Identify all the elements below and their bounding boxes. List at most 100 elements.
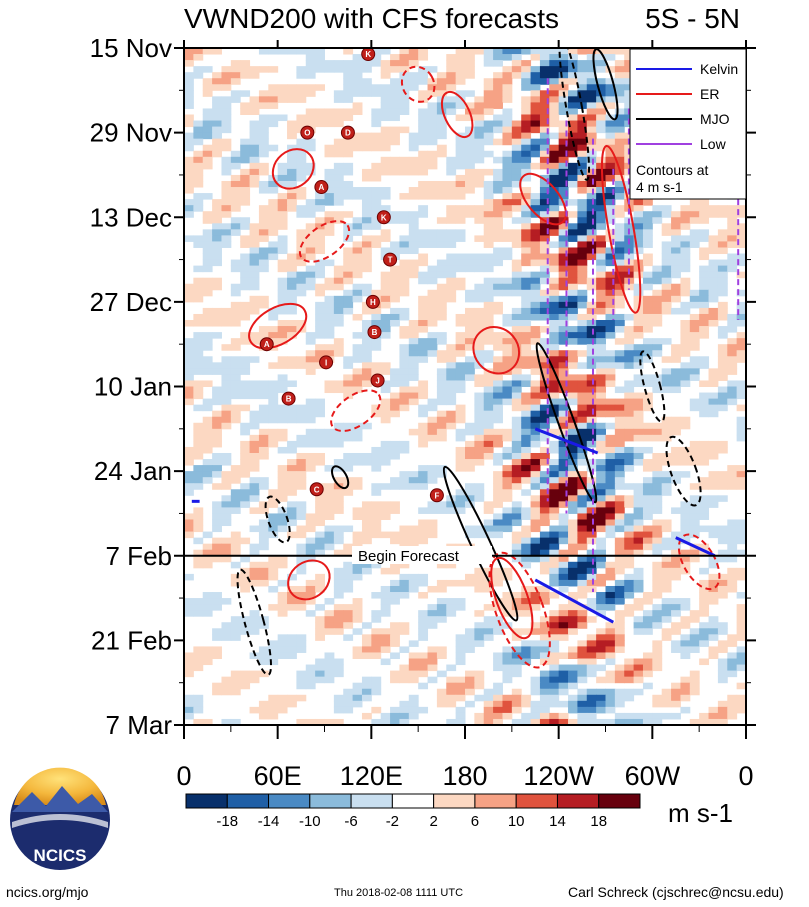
shading-cell xyxy=(568,422,578,430)
shading-cell xyxy=(680,452,691,460)
logo-sun xyxy=(14,767,106,805)
shading-cell xyxy=(586,513,597,520)
shading-cell xyxy=(671,356,681,363)
shading-cell xyxy=(343,247,354,255)
shading-cell xyxy=(465,150,475,158)
shading-cell xyxy=(614,138,625,146)
shading-cell xyxy=(586,187,597,194)
shading-cell xyxy=(436,350,447,357)
shading-cell xyxy=(390,380,400,387)
shading-cell xyxy=(277,640,288,647)
shading-cell xyxy=(418,307,429,315)
shading-cell xyxy=(558,404,569,412)
shading-cell xyxy=(465,54,475,61)
shading-cell xyxy=(212,440,222,448)
tc-marker xyxy=(370,373,385,388)
shading-cell xyxy=(549,66,560,73)
shading-cell xyxy=(642,380,653,387)
shading-cell xyxy=(577,78,588,85)
shading-cell xyxy=(671,694,681,702)
x-tick-label: 120E xyxy=(340,761,403,791)
shading-cell xyxy=(493,247,503,255)
shading-cell xyxy=(371,223,382,230)
shading-cell xyxy=(652,501,663,508)
shading-cell xyxy=(642,374,653,381)
shading-cell xyxy=(221,108,232,115)
shading-cell xyxy=(558,235,569,242)
shading-cell xyxy=(343,114,354,122)
shading-cell xyxy=(399,90,410,97)
shading-cell xyxy=(586,537,597,545)
shading-cell xyxy=(446,72,457,79)
shading-cell xyxy=(624,362,635,369)
shading-cell xyxy=(446,507,457,514)
shading-cell xyxy=(511,174,522,182)
shading-cell xyxy=(577,495,588,502)
shading-cell xyxy=(221,120,232,128)
shading-cell xyxy=(549,320,560,327)
shading-cell xyxy=(465,295,475,303)
shading-cell xyxy=(549,610,560,617)
shading-cell xyxy=(315,585,325,593)
shading-cell xyxy=(596,295,606,303)
shading-cell xyxy=(605,380,616,387)
shading-cell xyxy=(418,313,429,321)
shading-cell xyxy=(258,138,269,146)
shading-cell xyxy=(240,217,251,224)
shading-cell xyxy=(652,465,663,472)
shading-cell xyxy=(193,350,204,357)
shading-cell xyxy=(202,416,213,424)
shading-cell xyxy=(586,525,597,533)
shading-cell xyxy=(493,434,503,442)
shading-cell xyxy=(221,102,232,109)
shading-cell xyxy=(511,452,522,460)
shading-cell xyxy=(446,283,457,291)
shading-cell xyxy=(680,374,691,381)
colorbar-label: -2 xyxy=(386,813,399,830)
shading-cell xyxy=(689,610,700,617)
shading-cell xyxy=(184,446,194,454)
shading-cell xyxy=(427,664,438,672)
shading-cell xyxy=(633,289,644,297)
shading-cell xyxy=(202,253,213,261)
shading-cell xyxy=(717,676,728,684)
shading-cell xyxy=(352,616,363,623)
shading-cell xyxy=(605,156,616,164)
shading-cell xyxy=(268,338,279,345)
shading-cell xyxy=(614,96,625,103)
shading-cell xyxy=(474,283,485,291)
shading-cell xyxy=(184,598,194,605)
shading-cell xyxy=(689,628,700,635)
shading-cell xyxy=(605,356,616,363)
shading-cell xyxy=(446,718,457,725)
shading-cell xyxy=(624,380,635,387)
shading-cell xyxy=(352,682,363,690)
shading-cell xyxy=(436,338,447,345)
shading-cell xyxy=(315,670,325,678)
shading-cell xyxy=(511,180,522,188)
shading-cell xyxy=(502,513,513,520)
shading-cell xyxy=(493,211,503,218)
shading-cell xyxy=(249,338,260,345)
shading-cell xyxy=(511,66,522,73)
shading-cell xyxy=(736,622,746,629)
shading-cell xyxy=(586,307,597,315)
shading-cell xyxy=(586,416,597,424)
shading-cell xyxy=(455,66,466,73)
shading-cell xyxy=(699,320,710,327)
shading-cell xyxy=(193,320,204,327)
shading-cell xyxy=(661,422,672,430)
shading-cell xyxy=(493,688,503,696)
shading-cell xyxy=(333,150,344,158)
shading-cell xyxy=(539,489,550,496)
shading-cell xyxy=(324,344,335,351)
shading-cell xyxy=(352,283,363,291)
shading-cell xyxy=(717,525,728,533)
shading-cell xyxy=(596,332,606,339)
shading-cell xyxy=(418,54,429,61)
shading-cell xyxy=(596,386,606,394)
shading-cell xyxy=(258,180,269,188)
shading-cell xyxy=(240,156,251,164)
shading-cell xyxy=(268,144,279,152)
shading-cell xyxy=(399,440,410,448)
